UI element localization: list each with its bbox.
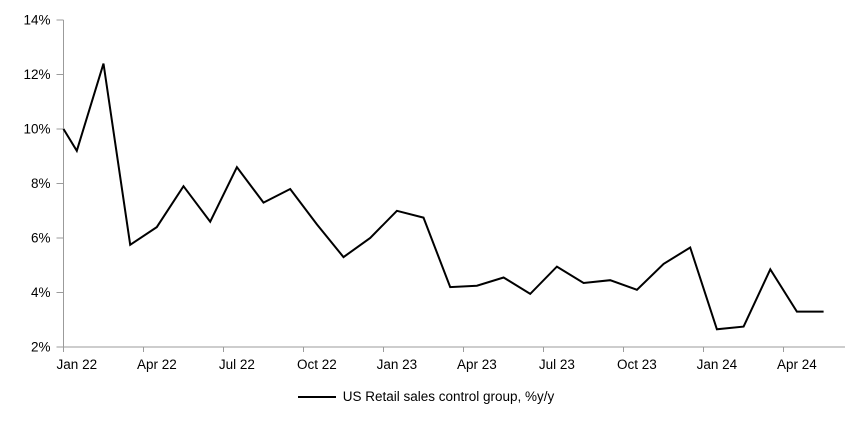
y-axis-tick-label: 6% [31, 231, 51, 246]
x-axis-tick-label: Apr 24 [777, 357, 817, 372]
x-axis-tick-label: Oct 22 [297, 357, 337, 372]
y-axis-tick-label: 12% [23, 67, 50, 82]
y-axis-tick-label: 10% [23, 122, 50, 137]
x-axis-tick-label: Jul 22 [219, 357, 255, 372]
x-axis-tick-label: Jul 23 [539, 357, 575, 372]
x-axis-tick-label: Oct 23 [617, 357, 657, 372]
series-line [62, 63, 824, 331]
y-axis-tick-label: 4% [31, 285, 51, 300]
legend-line-sample [297, 395, 336, 398]
x-axis-tick-label: Apr 22 [137, 357, 177, 372]
y-axis-tick-label: 8% [31, 176, 51, 191]
legend-label: US Retail sales control group, %y/y [342, 389, 555, 404]
y-axis-tick-label: 2% [31, 340, 51, 355]
x-axis-tick-label: Jan 24 [697, 357, 738, 372]
y-axis-tick-label: 14% [23, 13, 50, 28]
chart-legend: US Retail sales control group, %y/y [0, 389, 852, 404]
x-axis-tick-label: Jan 23 [377, 357, 418, 372]
x-axis-tick-label: Apr 23 [457, 357, 497, 372]
x-axis-tick-label: Jan 22 [57, 357, 98, 372]
